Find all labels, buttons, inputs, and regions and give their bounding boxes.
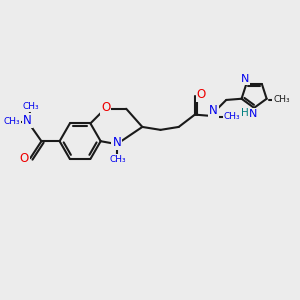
Text: N: N [241,74,249,84]
Text: CH₃: CH₃ [224,112,240,121]
Text: N: N [23,114,32,127]
Text: H: H [241,108,249,118]
Text: CH₃: CH₃ [4,117,20,126]
Text: O: O [101,101,110,114]
Text: CH₃: CH₃ [22,102,39,111]
Text: O: O [197,88,206,101]
Text: N: N [209,104,218,117]
Text: O: O [20,152,29,165]
Text: CH₃: CH₃ [109,155,126,164]
Text: N: N [248,109,257,119]
Text: N: N [112,136,121,149]
Text: CH₃: CH₃ [273,95,290,104]
